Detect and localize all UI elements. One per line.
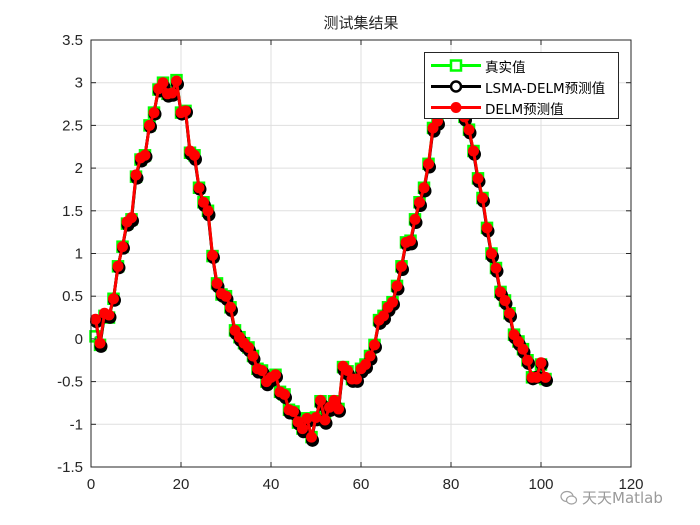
x-tick-label: 100 <box>528 476 553 493</box>
y-tick-label: 3.5 <box>62 32 83 49</box>
y-tick-label: 3 <box>75 75 83 92</box>
legend-label: LSMA-DELM预测值 <box>485 80 606 97</box>
y-tick-label: 2.5 <box>62 117 83 134</box>
data-series <box>89 73 553 447</box>
circle-open-marker-icon <box>431 80 481 93</box>
y-tick-label: 1 <box>75 246 83 263</box>
x-tick-label: 0 <box>87 476 95 493</box>
y-tick-label: 2 <box>75 160 83 177</box>
square-marker-icon <box>431 59 481 72</box>
watermark-text: 天天Matlab <box>582 489 663 507</box>
chart-title: 测试集结果 <box>323 14 399 32</box>
watermark: 天天Matlab <box>560 487 663 508</box>
x-tick-label: 80 <box>443 476 460 493</box>
y-tick-label: 0.5 <box>62 288 83 305</box>
legend-item-lsma-delm: LSMA-DELM预测值 <box>425 76 605 97</box>
legend-label: 真实值 <box>485 59 526 76</box>
legend-label: DELM预测值 <box>485 101 564 118</box>
wechat-icon <box>560 490 578 505</box>
y-tick-label: 1.5 <box>62 203 83 220</box>
axes <box>90 39 632 468</box>
tick-labels: 0 20 40 60 80 100 120 -1.5 -1 -0.5 0 0.5 1 1.5 2 2.5 3 3.… <box>57 32 643 493</box>
x-tick-label: 40 <box>263 476 280 493</box>
y-tick-label: -1 <box>70 416 83 433</box>
y-tick-label: 0 <box>75 331 83 348</box>
x-tick-label: 120 <box>618 476 643 493</box>
legend-item-delm: DELM预测值 <box>425 97 564 118</box>
x-tick-label: 60 <box>353 476 370 493</box>
x-tick-label: 20 <box>173 476 190 493</box>
legend: 真实值 LSMA-DELM预测值 DELM预测值 <box>424 52 619 119</box>
circle-filled-marker-icon <box>431 102 481 113</box>
legend-item-true: 真实值 <box>425 55 526 76</box>
y-tick-label: -1.5 <box>57 459 83 476</box>
y-tick-label: -0.5 <box>57 374 83 391</box>
